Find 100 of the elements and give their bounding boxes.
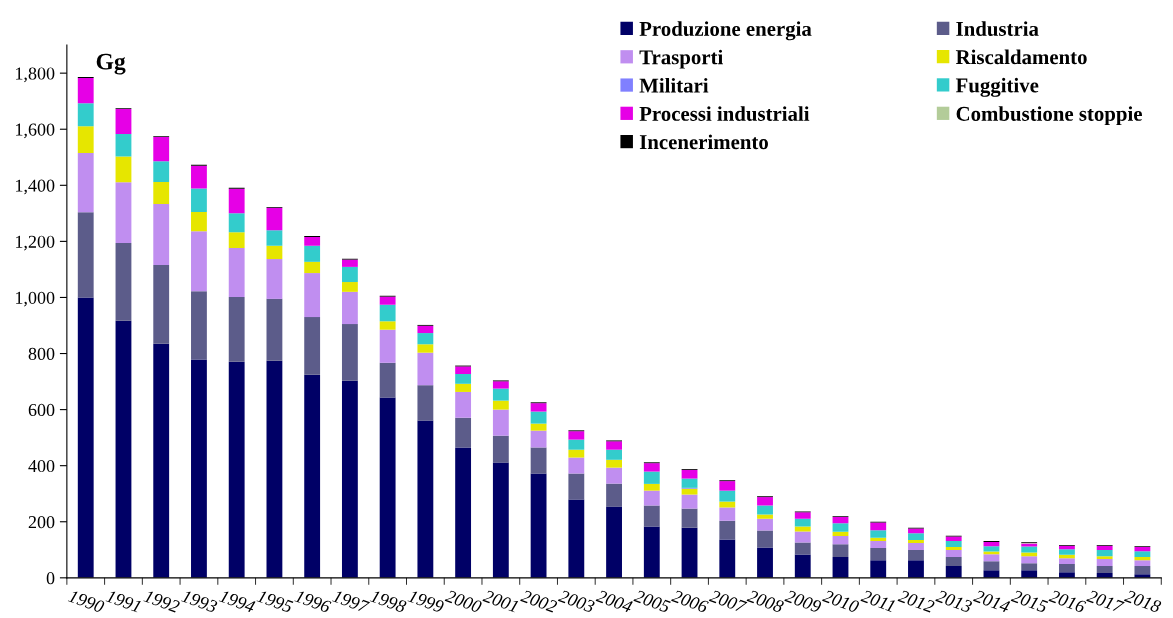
bar [492,409,509,436]
bar [228,213,245,233]
bar [643,471,660,484]
bar [379,397,396,578]
bar [530,423,547,431]
bar [908,543,924,551]
bar [832,523,849,532]
bar [757,547,773,578]
bar [492,388,509,401]
bar [492,400,509,410]
bar [568,439,585,450]
bar [681,508,698,528]
bar [304,273,321,318]
bar [568,499,585,578]
bar [379,304,396,322]
bar [643,463,660,472]
bar [681,494,698,509]
bar [417,325,434,334]
bar [153,137,170,162]
bar [153,204,170,265]
y-tick-label: 1,400 [16,179,55,195]
bar [266,360,283,578]
y-tick-label: 1,800 [16,67,55,83]
bar [568,473,585,500]
x-tick-label: 2002 [520,589,558,614]
bar [115,320,132,578]
bar [455,374,472,384]
bar [115,156,132,183]
bar [153,161,170,182]
bar [455,417,472,448]
bar [228,188,245,214]
bar [945,541,962,547]
bar [341,282,358,292]
bar [832,516,849,524]
bar [794,531,811,543]
bar [455,447,472,578]
bar [455,366,472,374]
bar [530,403,547,412]
bar [681,469,698,479]
bar [1134,560,1151,567]
bar [417,420,434,578]
bar [153,264,170,344]
bar [908,550,924,561]
bar [341,324,358,381]
bar [794,518,811,527]
bar [719,481,736,491]
bar [417,385,434,421]
bar [643,526,660,578]
bar [379,329,396,363]
bar [1134,546,1151,552]
bar [908,560,924,578]
bar [719,539,736,578]
bar [379,362,396,398]
bar [530,411,547,424]
y-tick-label: 400 [28,459,55,473]
bar [983,551,1000,555]
bar [757,505,773,515]
y-axis-title: Gg [96,53,126,75]
bar [492,462,509,578]
bar [1096,566,1113,574]
y-tick-label: 800 [28,347,55,360]
bar [908,533,924,540]
bar [870,548,887,561]
bar [266,230,283,246]
bar [1059,545,1075,550]
bar [1059,564,1075,573]
bar [945,546,962,551]
x-tick-label: 2015 [1010,589,1049,614]
bar [304,374,321,578]
bar [1059,549,1075,555]
bar [115,243,132,321]
bar [568,449,585,458]
legend-label: Riscaldamento [955,49,1087,65]
bar [530,447,547,474]
bar [417,352,434,386]
x-tick-label: 2003 [557,589,596,614]
bar [1096,550,1113,557]
bar [983,561,1000,571]
x-tick-label: 2013 [935,589,973,614]
bar [228,296,245,362]
bar [945,550,962,558]
bar [870,537,887,542]
bar [870,541,887,549]
bar [1096,559,1113,567]
bar [191,188,207,212]
y-tick-label: 0 [46,572,55,585]
bar [681,488,698,495]
bar [832,557,849,578]
bar [77,212,94,298]
bar [681,527,698,578]
bar [945,566,962,578]
bar [606,506,622,578]
y-tick-label: 1,600 [16,123,55,139]
bar [1096,545,1113,551]
bar [115,109,132,134]
bar [304,245,321,262]
x-tick-label: 1995 [256,589,294,614]
bar [1059,558,1075,565]
bar [191,211,207,232]
bar [191,231,207,292]
